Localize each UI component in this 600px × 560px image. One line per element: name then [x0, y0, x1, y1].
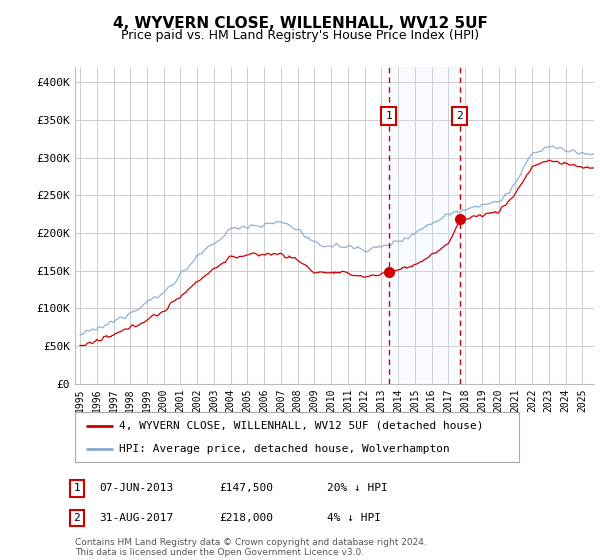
Text: 31-AUG-2017: 31-AUG-2017 [99, 513, 173, 523]
Text: £147,500: £147,500 [219, 483, 273, 493]
Text: £218,000: £218,000 [219, 513, 273, 523]
Bar [389, 67, 460, 384]
Text: Price paid vs. HM Land Registry's House Price Index (HPI): Price paid vs. HM Land Registry's House … [121, 29, 479, 42]
Text: 1: 1 [385, 111, 392, 121]
Text: 20% ↓ HPI: 20% ↓ HPI [327, 483, 388, 493]
Text: 07-JUN-2013: 07-JUN-2013 [99, 483, 173, 493]
Text: 4, WYVERN CLOSE, WILLENHALL, WV12 5UF: 4, WYVERN CLOSE, WILLENHALL, WV12 5UF [113, 16, 487, 31]
Text: 4, WYVERN CLOSE, WILLENHALL, WV12 5UF (detached house): 4, WYVERN CLOSE, WILLENHALL, WV12 5UF (d… [119, 421, 484, 431]
Text: 4% ↓ HPI: 4% ↓ HPI [327, 513, 381, 523]
Text: 2: 2 [73, 513, 80, 523]
Text: 2: 2 [456, 111, 463, 121]
Text: 1: 1 [73, 483, 80, 493]
Text: HPI: Average price, detached house, Wolverhampton: HPI: Average price, detached house, Wolv… [119, 444, 450, 454]
Text: Contains HM Land Registry data © Crown copyright and database right 2024.
This d: Contains HM Land Registry data © Crown c… [75, 538, 427, 557]
